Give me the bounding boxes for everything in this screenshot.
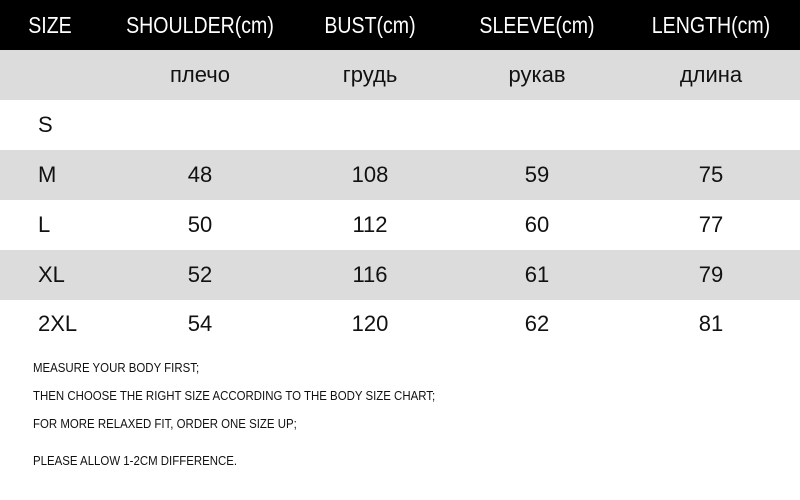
- shoulder-value: 48: [187, 162, 213, 187]
- length-value: 79: [698, 262, 724, 287]
- size-label: L: [38, 212, 51, 237]
- header-shoulder: SHOULDER(cm): [126, 12, 274, 38]
- size-label: M: [38, 162, 57, 187]
- header-bust: BUST(cm): [324, 12, 416, 38]
- header-size: SIZE: [28, 12, 72, 38]
- header-sleeve: SLEEVE(cm): [479, 12, 595, 38]
- sleeve-value: 62: [524, 311, 550, 336]
- size-label: XL: [38, 262, 65, 287]
- sleeve-value: 60: [524, 212, 550, 237]
- note-relaxed-fit: FOR MORE RELAXED FIT, ORDER ONE SIZE UP;: [33, 416, 297, 431]
- subheader-shoulder: плечо: [170, 62, 230, 87]
- subheader-bust: грудь: [342, 62, 398, 87]
- bust-value: 108: [351, 162, 389, 187]
- table-row: M 48 108 59 75: [0, 150, 800, 200]
- bust-value: 116: [352, 262, 388, 287]
- length-value: 77: [698, 212, 724, 237]
- bust-value: 112: [352, 212, 388, 237]
- subheader-row: плечо грудь рукав длина: [0, 50, 800, 100]
- note-measure: MEASURE YOUR BODY FIRST;: [33, 360, 200, 375]
- table-row: L 50 112 60 77: [0, 200, 800, 250]
- length-value: 81: [698, 311, 724, 336]
- length-value: 75: [698, 162, 724, 187]
- subheader-length: длина: [679, 62, 743, 87]
- table-row: 2XL 54 120 62 81: [0, 299, 800, 349]
- sleeve-value: 59: [524, 162, 550, 187]
- table-row: XL 52 116 61 79: [0, 250, 800, 300]
- note-difference: PLEASE ALLOW 1-2CM DIFFERENCE.: [33, 453, 238, 468]
- header-length: LENGTH(cm): [651, 12, 771, 38]
- size-label: S: [38, 112, 53, 137]
- size-label: 2XL: [38, 311, 78, 336]
- shoulder-value: 52: [187, 262, 213, 287]
- sleeve-value: 61: [524, 262, 550, 287]
- shoulder-value: 50: [187, 212, 213, 237]
- note-choose: THEN CHOOSE THE RIGHT SIZE ACCORDING TO …: [33, 388, 436, 403]
- bust-value: 120: [351, 311, 389, 336]
- subheader-sleeve: рукав: [508, 62, 566, 87]
- shoulder-value: 54: [187, 311, 213, 336]
- table-row: S: [0, 100, 800, 150]
- header-row: SIZE SHOULDER(cm) BUST(cm) SLEEVE(cm) LE…: [0, 0, 800, 50]
